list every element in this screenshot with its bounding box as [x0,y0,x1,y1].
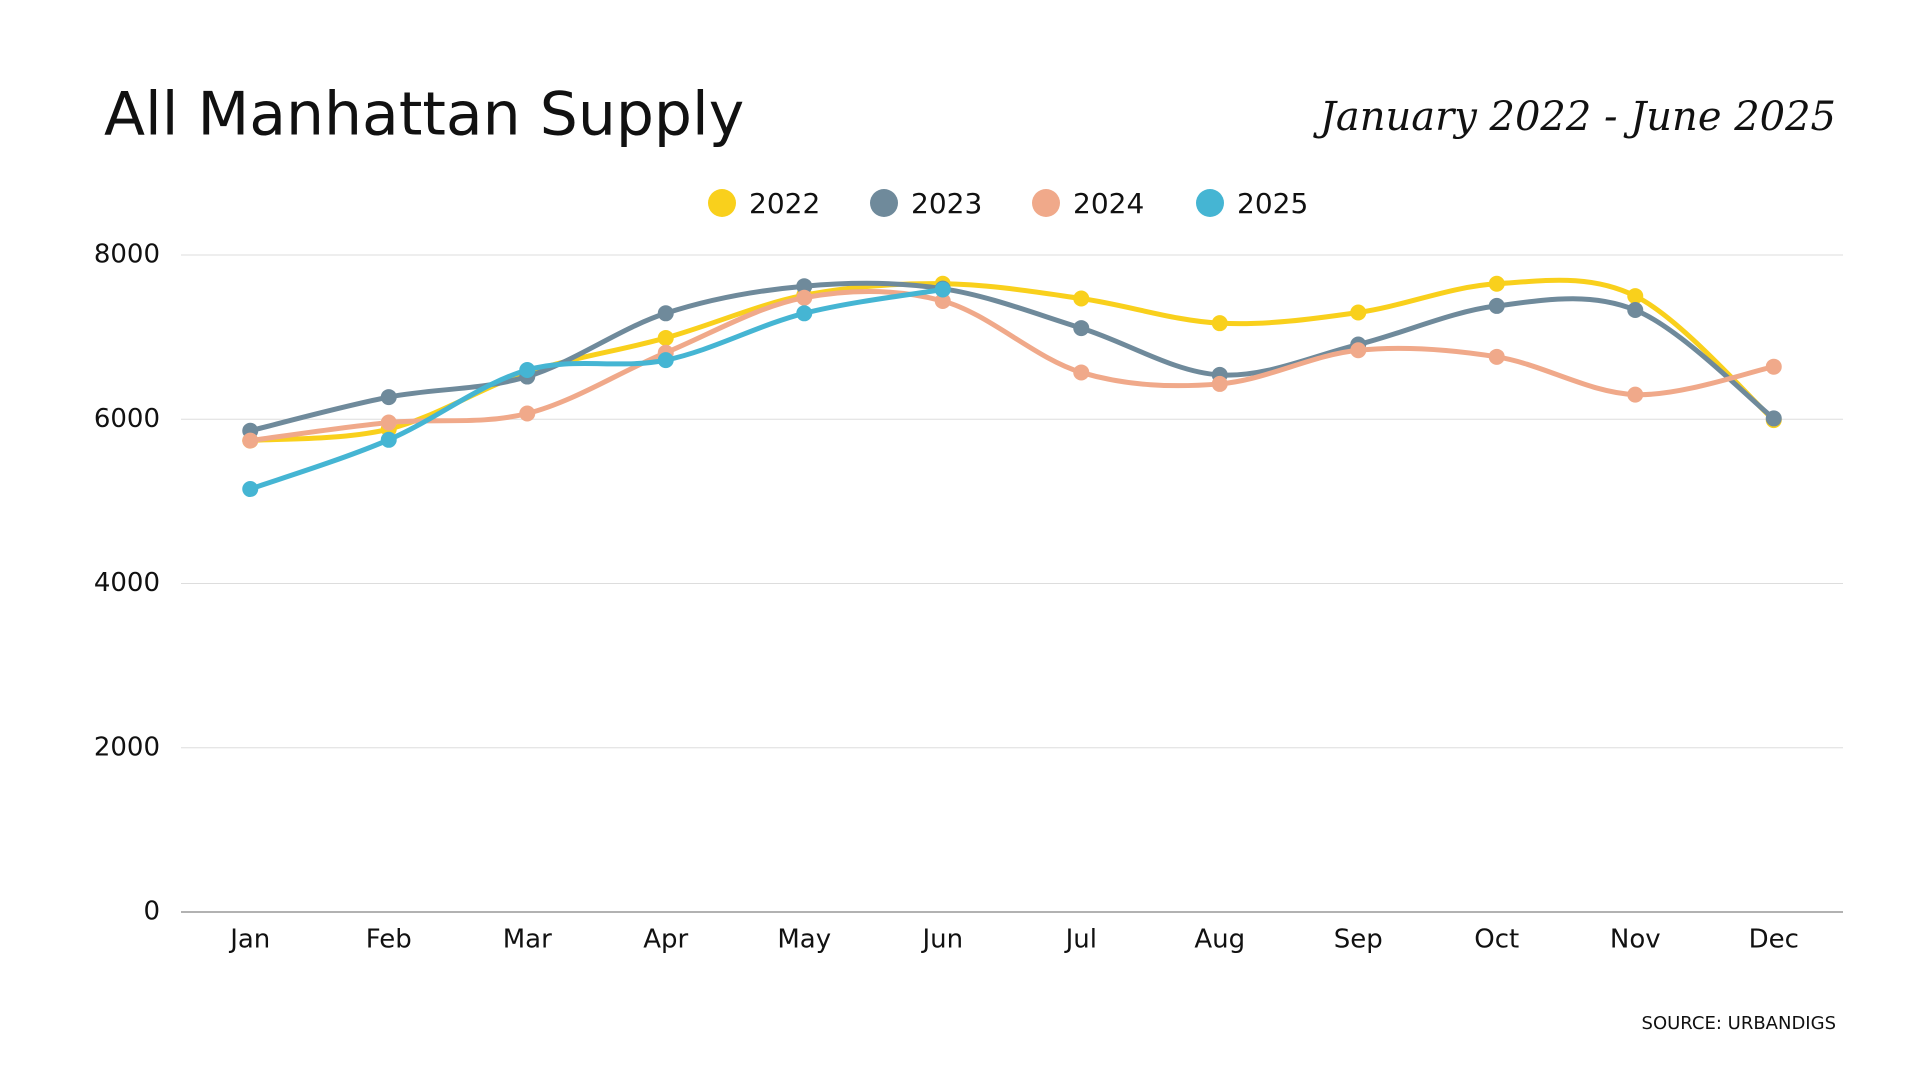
data-point [657,352,674,369]
data-point [1627,288,1644,305]
x-tick-label: Nov [1610,925,1661,955]
data-point [1073,290,1090,307]
y-tick-label: 4000 [94,568,160,598]
y-tick-label: 8000 [94,240,160,270]
legend-marker [1032,189,1060,217]
y-tick-label: 0 [143,897,160,927]
data-point [1765,410,1782,427]
data-point [1350,342,1367,359]
data-point [657,329,674,346]
legend-label: 2024 [1073,187,1144,220]
series-line [247,286,946,492]
x-tick-label: Sep [1334,925,1383,955]
y-tick-label: 2000 [94,732,160,762]
data-point [1073,320,1090,337]
data-point [796,305,813,322]
data-point [1488,275,1505,292]
data-point [1488,348,1505,365]
x-tick-label: May [777,925,831,955]
x-tick-label: Feb [366,925,412,955]
data-point [934,292,951,309]
data-point [380,431,397,448]
x-tick-label: Jan [228,925,270,955]
data-point [796,278,813,295]
data-point [380,389,397,406]
x-tick-label: Aug [1194,925,1245,955]
x-tick-label: Apr [643,925,688,955]
data-point [934,281,951,298]
data-point [1073,364,1090,381]
data-point [1488,297,1505,314]
x-tick-label: Oct [1474,925,1519,955]
chart-title: All Manhattan Supply [104,80,744,150]
data-point [796,289,813,306]
legend-label: 2023 [911,187,982,220]
legend-label: 2022 [749,187,820,220]
data-point [1211,315,1228,332]
x-tick-label: Mar [503,925,552,955]
chart-subtitle: January 2022 - June 2025 [1313,94,1836,140]
data-point [242,432,259,449]
data-point [380,414,397,431]
x-tick-label: Jun [920,925,963,955]
data-point [1765,358,1782,375]
legend-label: 2025 [1237,187,1308,220]
data-point [1627,386,1644,403]
x-tick-label: Jul [1064,925,1097,955]
data-point [657,305,674,322]
y-tick-label: 6000 [94,404,160,434]
legend-marker [870,189,898,217]
series-line [247,280,1777,434]
x-tick-label: Dec [1749,925,1799,955]
source-note: SOURCE: URBANDIGS [1642,1013,1836,1034]
series-line [247,288,1777,444]
data-point [1211,375,1228,392]
data-point [519,361,536,378]
data-point [1350,304,1367,321]
data-point [1627,302,1644,319]
legend-marker [708,189,736,217]
data-point [242,481,259,498]
data-point [519,405,536,422]
legend-marker [1196,189,1224,217]
